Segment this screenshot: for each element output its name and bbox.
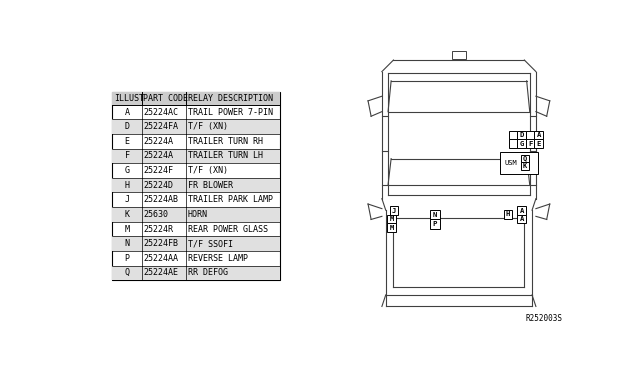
Text: N: N: [125, 239, 129, 248]
Bar: [387, 223, 396, 232]
Bar: [526, 131, 534, 140]
Text: R252003S: R252003S: [526, 314, 563, 323]
Bar: [390, 206, 398, 215]
Text: Q: Q: [523, 155, 527, 161]
Text: A: A: [536, 132, 541, 138]
Text: Q: Q: [125, 269, 129, 278]
Bar: [113, 119, 280, 134]
Text: M: M: [389, 225, 394, 231]
Text: 25224AA: 25224AA: [143, 254, 178, 263]
Bar: [431, 210, 440, 219]
Text: H: H: [506, 211, 510, 217]
Text: 25224R: 25224R: [143, 225, 173, 234]
Bar: [113, 178, 280, 192]
Bar: [113, 148, 280, 163]
Bar: [517, 131, 526, 140]
Text: A: A: [520, 216, 524, 222]
Bar: [113, 266, 280, 280]
Text: P: P: [433, 221, 437, 227]
Bar: [534, 140, 543, 148]
Text: G: G: [125, 166, 129, 175]
Bar: [113, 92, 280, 280]
Text: 25224F: 25224F: [143, 166, 173, 175]
Text: H: H: [125, 181, 129, 190]
Text: RELAY DESCRIPTION: RELAY DESCRIPTION: [188, 94, 273, 103]
Text: G: G: [520, 141, 524, 147]
Bar: [504, 210, 512, 219]
Text: USM: USM: [504, 160, 517, 166]
Bar: [387, 215, 396, 223]
Text: ILLUST: ILLUST: [114, 94, 144, 103]
Text: F: F: [528, 141, 532, 147]
Text: 25224FA: 25224FA: [143, 122, 178, 131]
Text: F: F: [125, 151, 129, 160]
Text: M: M: [389, 216, 394, 222]
Text: T/F SSOFI: T/F SSOFI: [188, 239, 233, 248]
Bar: [500, 153, 538, 174]
Text: J: J: [392, 208, 396, 214]
Text: A: A: [125, 108, 129, 116]
Text: A: A: [520, 208, 524, 214]
Bar: [452, 51, 466, 58]
Bar: [517, 206, 526, 215]
Text: E: E: [536, 141, 541, 147]
Text: FR BLOWER: FR BLOWER: [188, 181, 233, 190]
Text: 25224FB: 25224FB: [143, 239, 178, 248]
Text: REAR POWER GLASS: REAR POWER GLASS: [188, 225, 268, 234]
Bar: [113, 236, 280, 251]
Text: T/F (XN): T/F (XN): [188, 166, 228, 175]
Text: TRAILER PARK LAMP: TRAILER PARK LAMP: [188, 195, 273, 204]
Text: T/F (XN): T/F (XN): [188, 122, 228, 131]
Bar: [517, 140, 526, 148]
Text: 25224AE: 25224AE: [143, 269, 178, 278]
Bar: [431, 219, 440, 229]
Text: TRAIL POWER 7-PIN: TRAIL POWER 7-PIN: [188, 108, 273, 116]
Bar: [509, 140, 517, 148]
Text: 25224AC: 25224AC: [143, 108, 178, 116]
Text: 25224A: 25224A: [143, 137, 173, 146]
Text: N: N: [433, 212, 437, 218]
Bar: [521, 163, 529, 170]
Bar: [526, 140, 534, 148]
Text: P: P: [125, 254, 129, 263]
Text: D: D: [125, 122, 129, 131]
Bar: [509, 131, 517, 140]
Text: D: D: [520, 132, 524, 138]
Text: TRAILER TURN RH: TRAILER TURN RH: [188, 137, 263, 146]
Text: J: J: [125, 195, 129, 204]
Text: E: E: [125, 137, 129, 146]
Text: PART CODE: PART CODE: [143, 94, 188, 103]
Text: K: K: [125, 210, 129, 219]
Text: 25630: 25630: [143, 210, 168, 219]
Text: M: M: [125, 225, 129, 234]
Text: 25224A: 25224A: [143, 151, 173, 160]
Text: 25224D: 25224D: [143, 181, 173, 190]
Bar: [113, 207, 280, 222]
Text: TRAILER TURN LH: TRAILER TURN LH: [188, 151, 263, 160]
Bar: [534, 131, 543, 140]
Text: RR DEFOG: RR DEFOG: [188, 269, 228, 278]
Text: 25224AB: 25224AB: [143, 195, 178, 204]
Bar: [517, 215, 526, 223]
Text: K: K: [523, 163, 527, 169]
Text: HORN: HORN: [188, 210, 208, 219]
Text: REVERSE LAMP: REVERSE LAMP: [188, 254, 248, 263]
Bar: [521, 155, 529, 163]
Bar: [113, 92, 280, 105]
